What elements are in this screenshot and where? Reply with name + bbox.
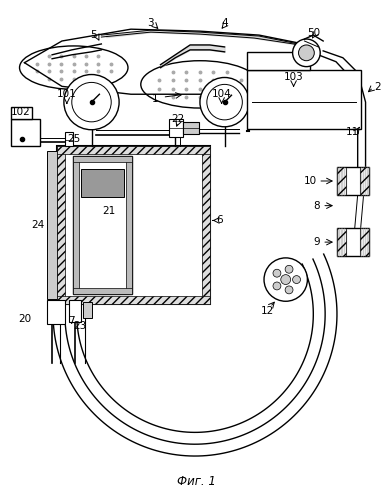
Circle shape (273, 282, 281, 290)
Circle shape (285, 286, 293, 294)
Text: 12: 12 (260, 306, 274, 316)
Bar (126, 156, 132, 294)
Text: 104: 104 (212, 89, 232, 99)
Text: 10: 10 (304, 176, 317, 186)
Text: 102: 102 (11, 107, 31, 117)
Text: 9: 9 (313, 237, 319, 247)
Text: 50: 50 (307, 28, 320, 38)
Bar (81, 169, 124, 197)
Ellipse shape (20, 46, 128, 90)
Text: 24: 24 (32, 220, 45, 230)
Bar (73, 156, 132, 294)
Bar (183, 122, 199, 134)
Bar (337, 167, 368, 195)
Bar (83, 302, 93, 318)
Text: 3: 3 (147, 18, 154, 28)
Bar (57, 296, 210, 304)
Circle shape (72, 82, 111, 122)
Text: 103: 103 (284, 72, 303, 83)
Circle shape (273, 270, 281, 277)
Bar (11, 107, 33, 119)
Circle shape (292, 39, 320, 66)
Circle shape (281, 274, 290, 284)
Text: 4: 4 (221, 18, 228, 28)
Text: 2: 2 (374, 82, 381, 92)
Bar (73, 156, 79, 294)
Text: 1: 1 (152, 94, 159, 104)
Bar (337, 228, 368, 256)
Bar (247, 52, 310, 70)
Ellipse shape (141, 60, 259, 108)
Text: 22: 22 (172, 114, 185, 124)
Text: 11: 11 (346, 126, 359, 136)
Bar (57, 146, 210, 154)
Bar (169, 119, 183, 136)
Text: 7: 7 (69, 316, 75, 326)
Text: 23: 23 (73, 321, 86, 331)
Bar (247, 70, 361, 128)
Bar (65, 132, 73, 146)
Circle shape (64, 74, 119, 130)
Text: 101: 101 (57, 89, 77, 99)
Bar (69, 300, 81, 322)
Bar (73, 156, 132, 162)
Bar (202, 146, 210, 304)
Text: 5: 5 (90, 30, 97, 40)
Text: 21: 21 (103, 206, 116, 216)
Bar (359, 167, 368, 195)
Circle shape (264, 258, 307, 302)
Circle shape (285, 266, 293, 273)
Circle shape (200, 78, 249, 127)
Bar (47, 152, 57, 300)
Circle shape (299, 45, 314, 60)
Bar (359, 228, 368, 256)
Bar (47, 300, 65, 324)
Text: 20: 20 (18, 314, 31, 324)
Bar (73, 288, 132, 294)
Text: Фиг. 1: Фиг. 1 (176, 475, 216, 488)
Text: 25: 25 (67, 134, 80, 143)
Bar (337, 228, 346, 256)
Text: 6: 6 (216, 216, 223, 226)
Bar (57, 146, 210, 304)
Circle shape (207, 84, 242, 120)
Circle shape (292, 276, 301, 283)
Bar (11, 119, 40, 146)
Bar (57, 146, 65, 304)
Text: 8: 8 (313, 200, 319, 210)
Bar (337, 167, 346, 195)
